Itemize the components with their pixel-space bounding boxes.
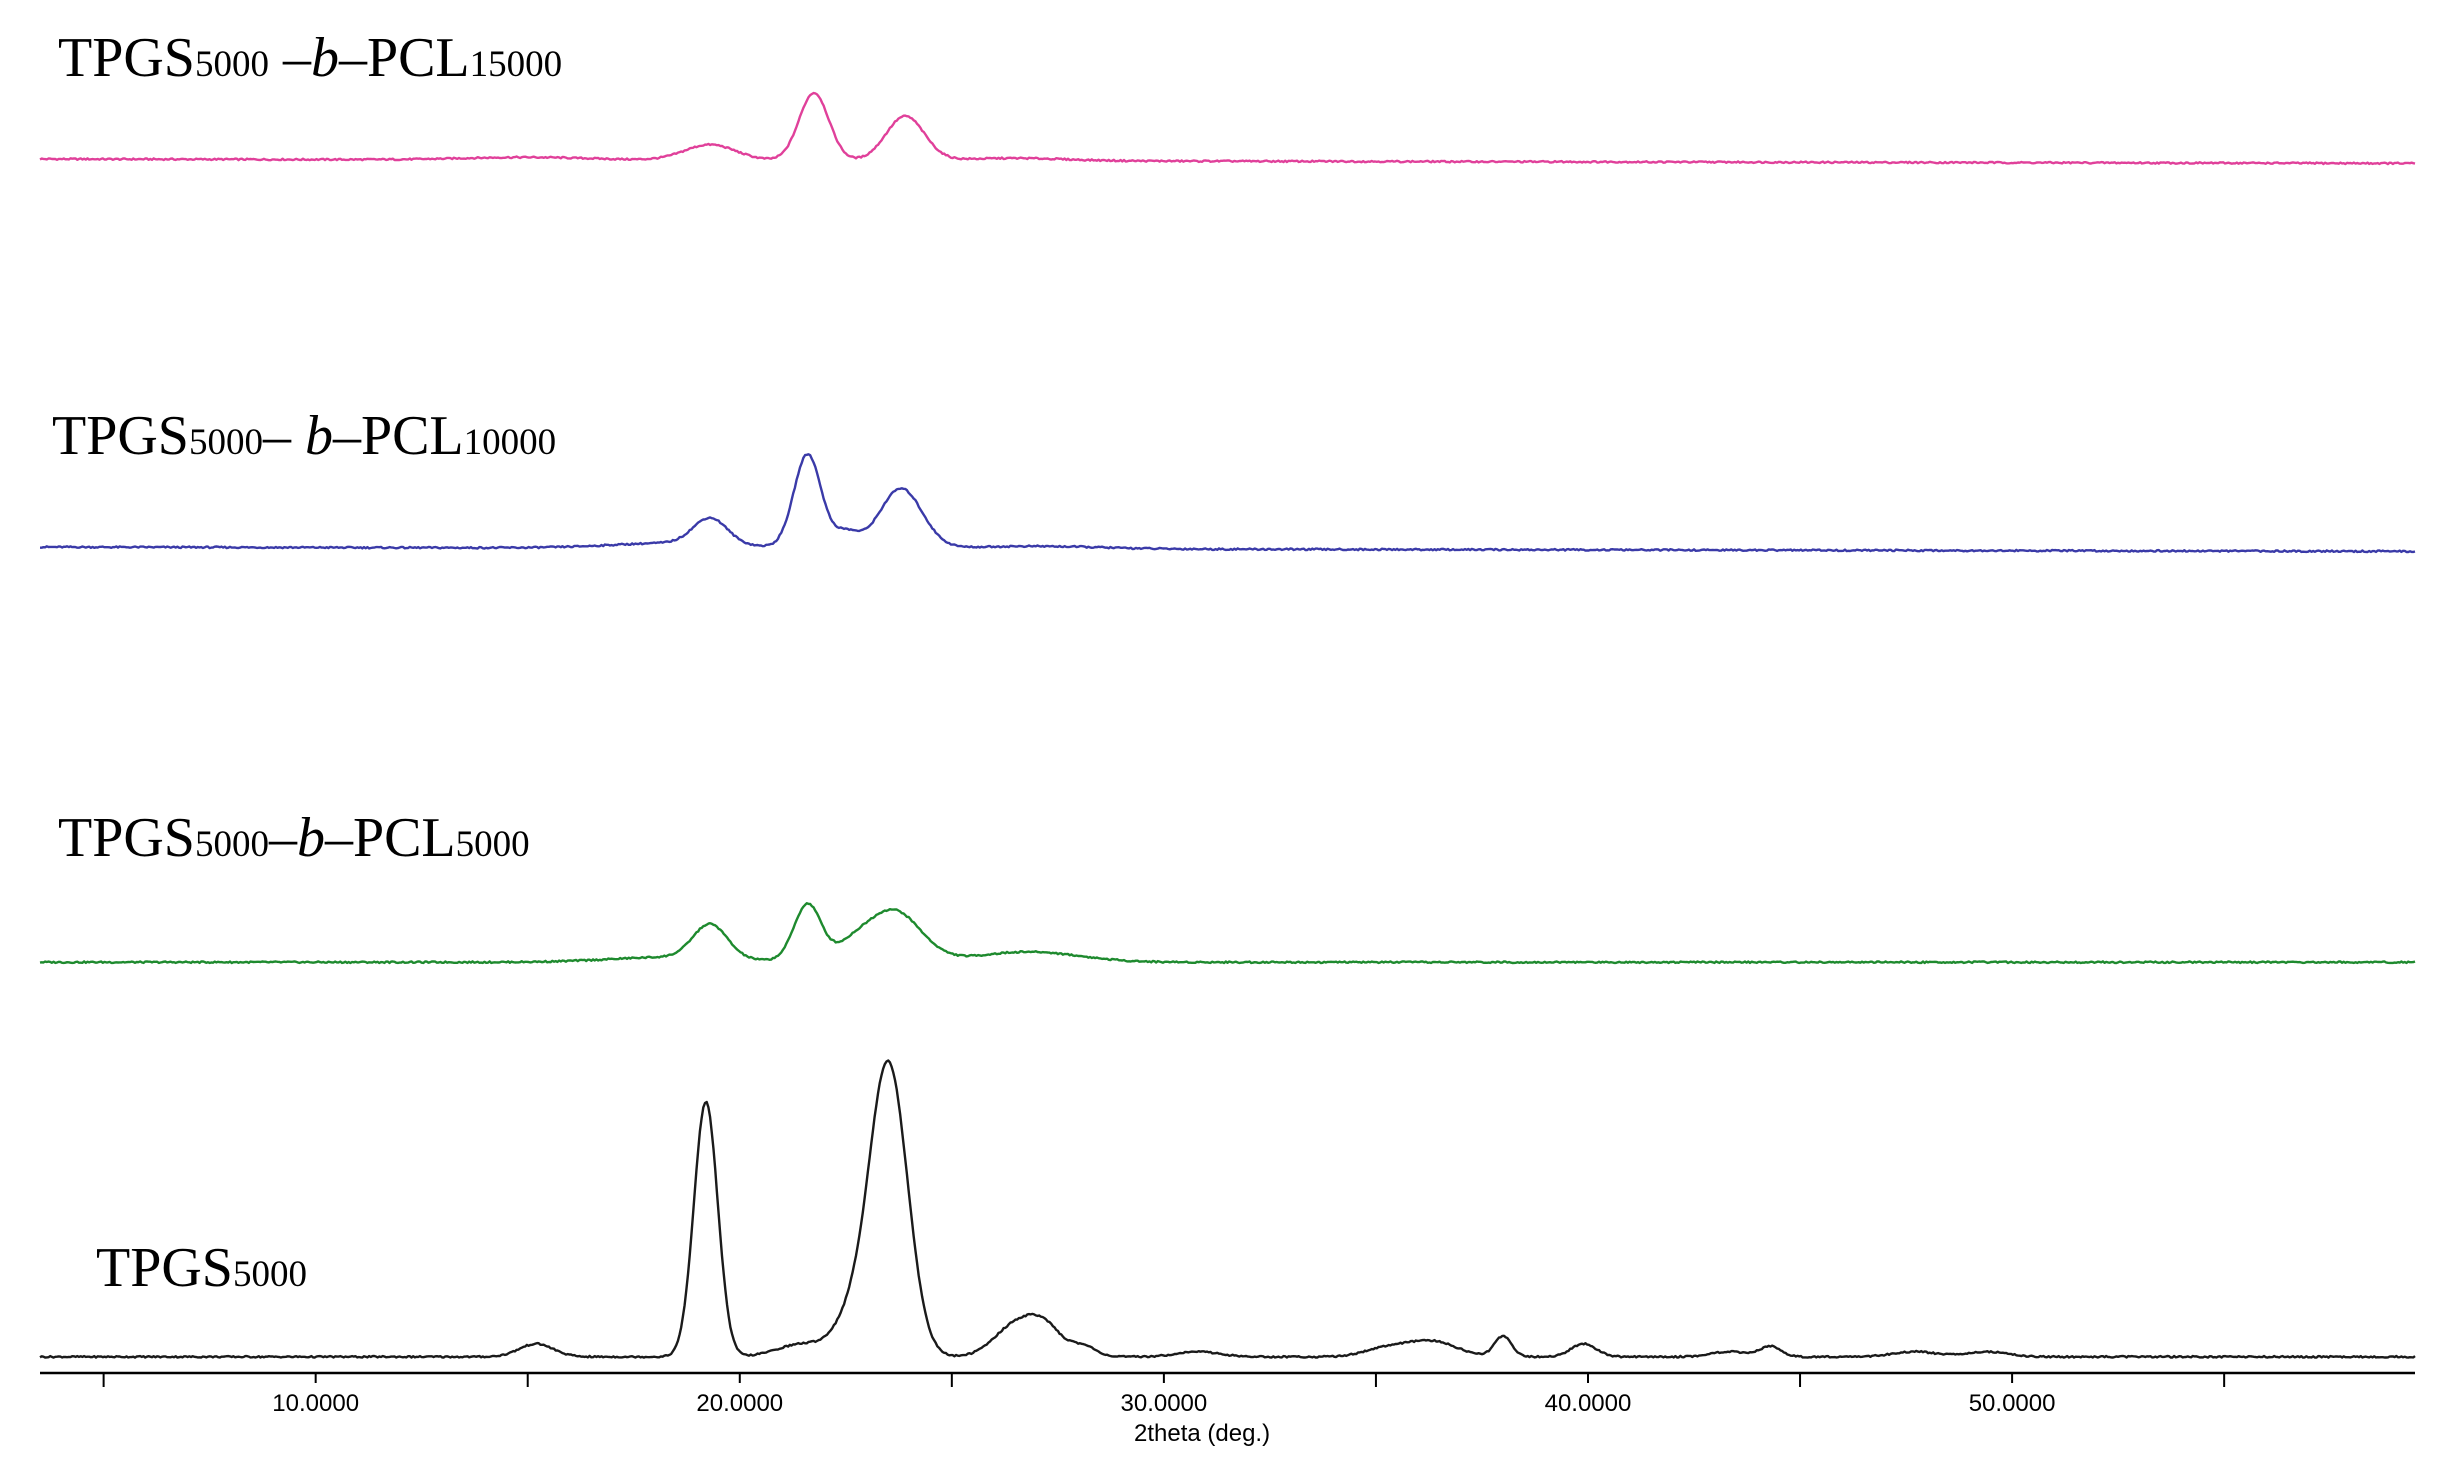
x-tick-label: 20.0000 xyxy=(696,1390,783,1417)
series-label-part: –PCL xyxy=(324,807,456,869)
series-label-part: – xyxy=(262,405,305,467)
x-tick-label: 50.0000 xyxy=(1969,1390,2056,1417)
series-label-part: 5000 xyxy=(455,824,530,865)
series-label-part: –PCL xyxy=(332,405,464,467)
series-layer xyxy=(39,91,2416,1359)
series-label-part: 5000 xyxy=(232,1254,307,1295)
series-label-part: TPGS xyxy=(96,1237,233,1299)
series-label-part: – xyxy=(268,27,311,89)
series-label-part: b xyxy=(310,27,339,89)
series-label-part: –PCL xyxy=(338,27,470,89)
x-axis-title: 2theta (deg.) xyxy=(1134,1420,1270,1447)
series-line-2 xyxy=(40,453,2416,554)
x-tick-label: 30.0000 xyxy=(1121,1390,1208,1417)
x-tick-label: 10.0000 xyxy=(272,1390,359,1417)
series-line-3 xyxy=(39,902,2416,965)
series-label-1: TPGS5000 –b–PCL15000 xyxy=(58,30,562,86)
series-label-part: 5000 xyxy=(194,824,269,865)
series-label-part: 5000 xyxy=(194,44,269,85)
series-label-part: b xyxy=(304,405,333,467)
series-line-1 xyxy=(39,91,2416,166)
series-label-2: TPGS5000– b–PCL10000 xyxy=(52,408,556,464)
series-label-part: b xyxy=(296,807,325,869)
series-label-part: TPGS xyxy=(58,27,195,89)
series-line-4 xyxy=(39,1059,2416,1359)
series-label-part: TPGS xyxy=(58,807,195,869)
series-label-part: 10000 xyxy=(463,422,557,463)
series-label-part: TPGS xyxy=(52,405,189,467)
series-label-3: TPGS5000–b–PCL5000 xyxy=(58,810,530,866)
series-label-part: – xyxy=(268,807,297,869)
x-tick-label: 40.0000 xyxy=(1545,1390,1632,1417)
series-label-part: 15000 xyxy=(469,44,563,85)
series-label-4: TPGS5000 xyxy=(96,1240,307,1296)
series-label-part: 5000 xyxy=(188,422,263,463)
x-ticks: 10.0000 20.0000 30.0000 40.0000 50.0000 xyxy=(102,1373,2226,1417)
